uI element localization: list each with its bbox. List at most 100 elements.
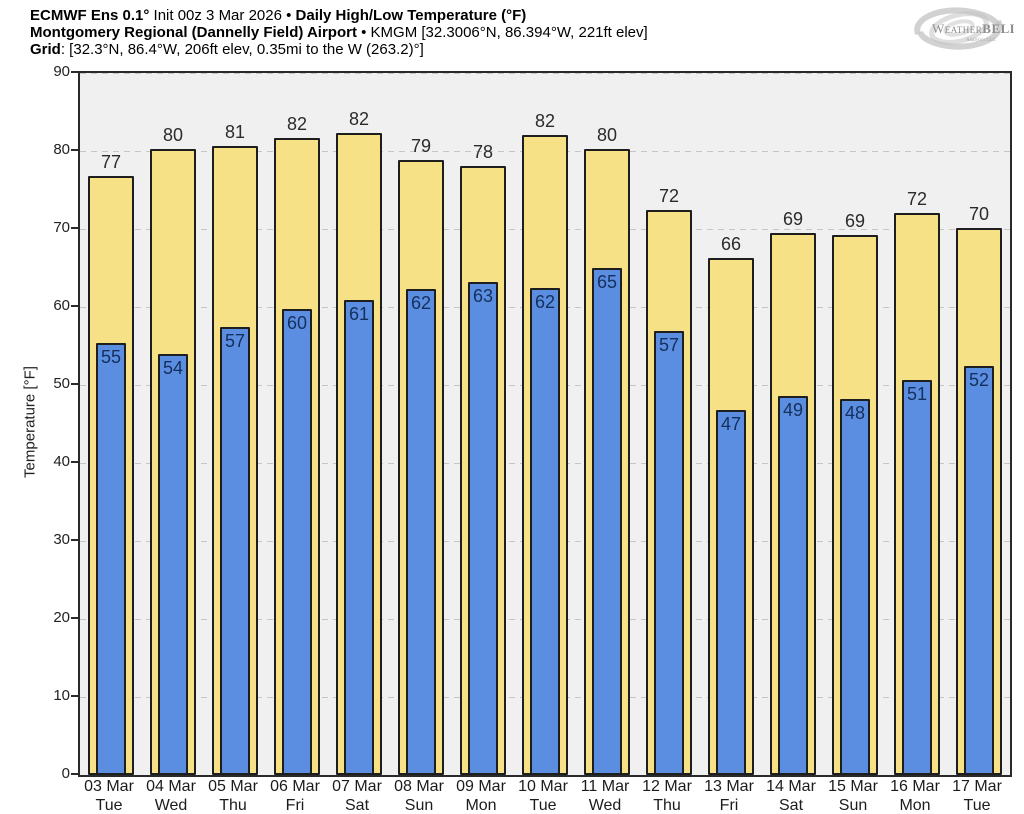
high-value-label: 79 [410, 136, 432, 156]
x-tick-date: 10 Mar [518, 778, 568, 795]
high-value-label: 82 [286, 114, 308, 134]
x-tick-date: 07 Mar [332, 778, 382, 795]
y-tick-mark [71, 539, 78, 541]
low-bar [840, 399, 870, 775]
x-tick-day: Wed [588, 797, 622, 814]
header-line-2: Montgomery Regional (Dannelly Field) Air… [30, 24, 648, 41]
low-bar [902, 380, 932, 775]
low-bar [964, 366, 994, 775]
low-value-label: 48 [844, 403, 866, 423]
plot-area: 77 55 80 54 81 57 82 60 82 61 79 62 78 63 82 62 80 65 72 57… [78, 71, 1012, 777]
x-tick-day: Wed [154, 797, 188, 814]
x-tick-date: 14 Mar [766, 778, 816, 795]
grid-label: Grid [30, 41, 61, 58]
low-value-label: 61 [348, 304, 370, 324]
low-value-label: 57 [658, 335, 680, 355]
low-value-label: 57 [224, 331, 246, 351]
low-bar [654, 331, 684, 775]
y-tick-label: 60 [53, 297, 70, 314]
low-bar [282, 309, 312, 775]
x-tick-day: Sun [404, 797, 434, 814]
low-value-label: 65 [596, 272, 618, 292]
x-tick-date: 03 Mar [84, 778, 134, 795]
grid-coords: : [32.3°N, 86.4°W, 206ft elev, 0.35mi to… [60, 41, 424, 58]
x-tick-day: Tue [95, 797, 123, 814]
x-tick-date: 13 Mar [704, 778, 754, 795]
logo-brand-bell: BELL [982, 21, 1014, 36]
y-tick-mark [71, 695, 78, 697]
x-tick-day: Mon [899, 797, 931, 814]
y-tick-mark [71, 617, 78, 619]
y-tick-mark [71, 383, 78, 385]
low-bar [220, 327, 250, 775]
high-value-label: 77 [100, 152, 122, 172]
x-tick-day: Tue [529, 797, 557, 814]
y-tick-mark [71, 773, 78, 775]
logo-subtext: Analytics LLC [966, 38, 997, 43]
y-tick-mark [71, 461, 78, 463]
x-tick-date: 11 Mar [580, 778, 630, 795]
low-bar [468, 282, 498, 775]
high-value-label: 82 [348, 109, 370, 129]
y-tick-mark [71, 227, 78, 229]
high-value-label: 69 [844, 211, 866, 231]
low-bar [716, 410, 746, 775]
low-value-label: 51 [906, 384, 928, 404]
low-bar [530, 288, 560, 775]
x-tick-day: Thu [219, 797, 247, 814]
station-coords: • KMGM [32.3006°N, 86.394°W, 221ft elev] [356, 24, 648, 41]
low-value-label: 62 [410, 293, 432, 313]
x-tick-date: 16 Mar [890, 778, 940, 795]
high-value-label: 66 [720, 234, 742, 254]
x-tick-date: 17 Mar [952, 778, 1002, 795]
x-tick-date: 09 Mar [456, 778, 506, 795]
high-value-label: 80 [162, 125, 184, 145]
low-bar [406, 289, 436, 775]
high-value-label: 72 [658, 186, 680, 206]
y-tick-label: 90 [53, 63, 70, 80]
x-tick-day: Sat [344, 797, 370, 814]
model-name: ECMWF Ens 0.1° [30, 7, 150, 24]
y-tick-label: 30 [53, 531, 70, 548]
low-value-label: 55 [100, 347, 122, 367]
weatherbell-logo: WeatherBELL Analytics LLC [902, 4, 1018, 52]
y-tick-label: 10 [53, 687, 70, 704]
high-value-label: 80 [596, 125, 618, 145]
y-tick-label: 40 [53, 453, 70, 470]
chart-header: ECMWF Ens 0.1° Init 00z 3 Mar 2026 • Dai… [30, 7, 648, 58]
y-tick-mark [71, 71, 78, 73]
y-tick-label: 80 [53, 141, 70, 158]
low-value-label: 52 [968, 370, 990, 390]
x-tick-date: 06 Mar [270, 778, 320, 795]
y-tick-label: 50 [53, 375, 70, 392]
high-value-label: 82 [534, 111, 556, 131]
x-tick-day: Fri [719, 797, 739, 814]
low-bar [158, 354, 188, 775]
station-name: Montgomery Regional (Dannelly Field) Air… [30, 24, 357, 41]
low-bar [592, 268, 622, 775]
low-value-label: 60 [286, 313, 308, 333]
init-time: Init 00z 3 Mar 2026 • [149, 7, 296, 24]
high-value-label: 78 [472, 142, 494, 162]
chart-title: Daily High/Low Temperature (°F) [295, 7, 527, 24]
x-tick-day: Mon [465, 797, 497, 814]
x-tick-date: 04 Mar [146, 778, 196, 795]
high-value-label: 81 [224, 122, 246, 142]
swirl-icon: WeatherBELL Analytics LLC [914, 7, 1018, 50]
y-tick-label: 0 [61, 765, 70, 782]
high-value-label: 69 [782, 209, 804, 229]
x-tick-day: Tue [963, 797, 991, 814]
header-line-3: Grid: [32.3°N, 86.4°W, 206ft elev, 0.35m… [30, 41, 648, 58]
x-tick-day: Fri [285, 797, 305, 814]
low-value-label: 49 [782, 400, 804, 420]
y-tick-label: 20 [53, 609, 70, 626]
x-tick-day: Thu [653, 797, 681, 814]
x-tick-date: 12 Mar [642, 778, 692, 795]
logo-brand: WeatherBELL [932, 21, 1014, 36]
low-value-label: 63 [472, 286, 494, 306]
low-bar [96, 343, 126, 775]
low-bar [778, 396, 808, 775]
x-tick-date: 08 Mar [394, 778, 444, 795]
y-tick-label: 70 [53, 219, 70, 236]
